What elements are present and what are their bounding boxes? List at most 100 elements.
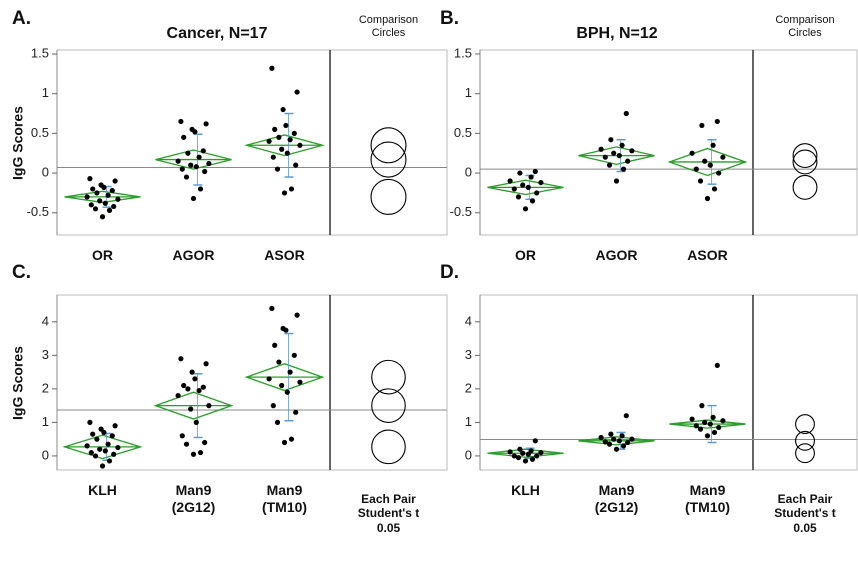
data-point [693,423,699,429]
data-point [699,122,705,129]
data-point [200,148,206,154]
plot-frame [56,294,448,471]
data-point [528,448,534,454]
data-point [507,449,513,455]
data-point [280,325,286,332]
data-point [178,118,184,125]
data-point [619,142,625,148]
data-point [613,446,620,452]
data-point [598,146,604,152]
y-tick-label: -0.5 [27,204,49,219]
data-point [203,121,209,127]
data-point [105,192,111,198]
data-point [106,458,113,464]
data-point [88,202,94,208]
data-point [702,158,708,164]
data-point [109,433,115,439]
data-point [270,403,276,409]
data-point [203,361,209,367]
data-point [608,137,614,143]
data-point [288,436,295,442]
data-point [98,182,104,188]
data-point [189,369,195,375]
data-point [99,463,106,469]
data-point [525,184,531,190]
y-tick-label: 0.5 [31,125,49,140]
data-point [291,130,297,136]
data-point [84,443,90,449]
data-point [293,409,299,415]
data-point [99,214,106,220]
x-tick-label: KLH [511,482,540,498]
data-point [623,110,629,117]
data-point [515,454,522,461]
data-point [266,376,272,382]
y-tick-label: 4 [465,313,472,328]
data-point [616,153,622,159]
data-point [538,449,544,456]
y-tick-label: 0 [42,165,49,180]
data-point [704,433,711,439]
data-point [188,406,194,412]
data-point [102,200,108,206]
data-point [102,448,108,454]
data-point [88,449,94,456]
comparison-circle [795,430,815,451]
data-point [183,441,190,447]
data-point [287,369,293,375]
panel-letter: D. [440,262,459,283]
data-point [297,379,303,385]
data-point [115,444,121,451]
y-tick-label: 1.5 [31,45,49,60]
x-tick-label: Man9 (TM10) [261,482,308,515]
data-point [206,403,212,409]
data-point [297,142,303,148]
data-point [689,416,695,422]
y-tick-label: 3 [465,347,472,362]
data-point [611,150,617,156]
data-point [714,362,720,369]
comparison-circle [370,127,407,164]
data-point [616,438,622,444]
comparison-circle [371,388,406,423]
data-point [716,170,722,176]
data-point [112,178,118,184]
data-point [710,142,716,148]
y-tick-label: 0 [465,165,472,180]
data-point [710,414,716,420]
data-point [87,419,93,425]
panel-letter: C. [12,262,31,283]
data-point [697,426,704,432]
data-point [206,160,212,167]
data-point [270,154,276,160]
data-point [197,186,204,192]
data-point [272,126,278,132]
data-point [511,186,517,192]
data-point [193,164,199,170]
data-point [606,441,613,447]
comparison-circle [795,414,815,435]
data-point [711,429,718,436]
data-point [520,182,526,188]
data-point [193,419,199,425]
comparison-circle [371,429,406,465]
data-point [179,433,185,439]
data-point [90,431,96,437]
data-point [697,178,704,184]
data-point [109,187,115,194]
data-point [190,195,197,202]
data-point [269,305,275,312]
data-point [714,118,720,125]
data-point [606,162,613,168]
data-point [294,312,300,318]
comparison-circle [371,359,406,395]
data-point [84,194,90,200]
y-tick-label: 1 [42,85,49,100]
comparison-circle [792,149,818,175]
data-point [269,65,275,71]
data-point [693,166,699,172]
data-point [291,352,297,358]
data-point [202,168,208,175]
data-point [534,453,540,459]
